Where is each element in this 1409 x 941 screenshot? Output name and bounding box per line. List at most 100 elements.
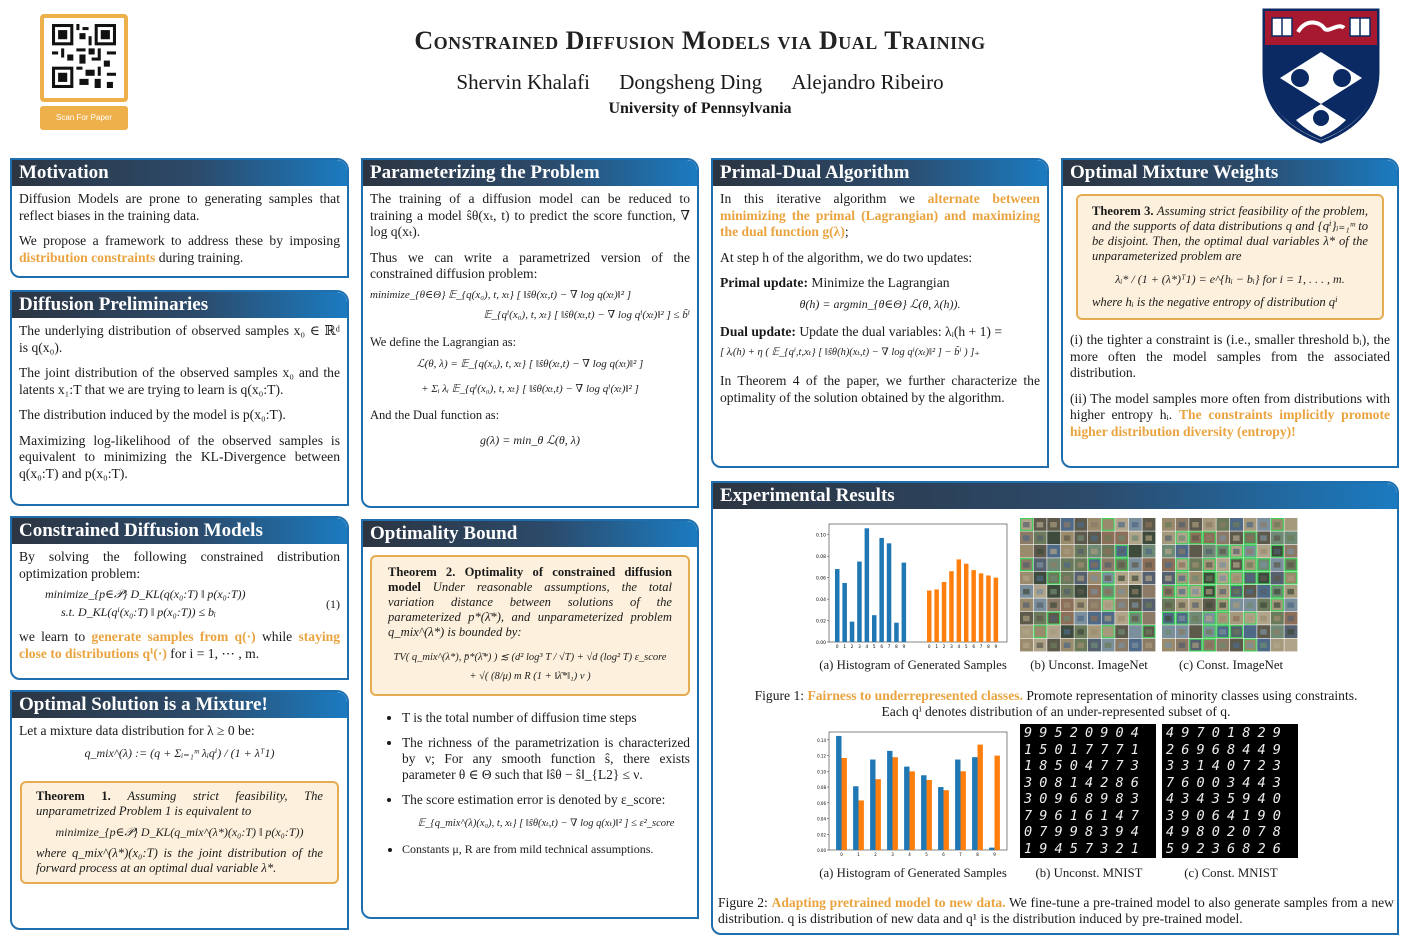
highlight-frame <box>1128 611 1142 625</box>
sample-image-detail <box>1192 575 1199 581</box>
sample-image-detail <box>1246 575 1254 581</box>
sample-image-detail <box>1050 615 1057 622</box>
sample-image-detail <box>1260 615 1267 622</box>
mnist-row: 3 3 1 4 0 7 2 3 <box>1166 758 1281 774</box>
constrained-models-panel: Constrained Diffusion Models By solving … <box>10 516 349 680</box>
sample-image-detail <box>1233 522 1240 528</box>
sample-image-detail <box>1205 615 1213 622</box>
mnist-row: 4 9 8 0 2 0 7 8 <box>1166 824 1281 840</box>
mnist-row: 1 8 5 0 4 7 7 3 <box>1024 758 1139 774</box>
sample-image-detail <box>1205 522 1213 528</box>
sample-image-detail <box>1233 589 1240 595</box>
bar <box>989 847 995 850</box>
highlight-frame <box>1101 598 1115 612</box>
sample-image-detail <box>1118 629 1125 635</box>
sample-image-detail <box>1118 615 1125 622</box>
sample-image-detail <box>1287 629 1294 635</box>
bar <box>849 621 855 642</box>
sample-image-detail <box>1104 535 1112 541</box>
bar <box>934 589 939 642</box>
sample-image-detail <box>1178 642 1186 648</box>
bar <box>841 757 847 850</box>
sample-image-detail <box>1050 575 1057 581</box>
sample-image-detail <box>1131 615 1139 622</box>
highlight-frame <box>1020 518 1034 531</box>
sample-image-detail <box>1233 642 1240 648</box>
panel-title: Motivation <box>12 160 347 186</box>
affiliation: University of Pennsylvania <box>608 100 792 117</box>
bar <box>977 744 983 850</box>
equation: minimize_{θ∈Θ} 𝔼_{q(x₀), t, xₜ} [ ‖ŝθ(xₜ… <box>370 288 632 301</box>
bar <box>894 622 899 642</box>
equation: minimize_{p∈𝒫} D_KL(q_mix^(λ*)(x₀:T) ‖ p… <box>55 825 304 839</box>
sample-image-detail <box>1260 548 1267 555</box>
imagenet-histogram-chart: 0.000.020.040.060.080.100 1 2 3 4 5 6 7 8 9 0 1 2 3 4 5… <box>809 518 1011 654</box>
highlight-frame <box>1257 558 1271 572</box>
highlight-frame <box>1189 584 1203 598</box>
highlight-frame <box>1202 638 1216 652</box>
sample-image-detail <box>1077 602 1084 608</box>
paragraph: At step h of the algorithm, we do two up… <box>720 249 973 265</box>
x-tick-label: 1 <box>843 644 846 649</box>
sample-image-detail <box>1287 589 1294 595</box>
sample-image-detail <box>1273 642 1281 648</box>
sample-image-detail <box>1131 522 1139 528</box>
qr-code[interactable] <box>40 14 128 102</box>
bar <box>879 537 884 642</box>
sample-image-detail <box>1091 642 1098 648</box>
sample-image-detail <box>1260 522 1267 528</box>
highlight-frame <box>1115 544 1129 558</box>
sample-image-detail <box>1178 602 1186 608</box>
sample-image-detail <box>1023 615 1030 622</box>
sample-image-detail <box>1091 535 1098 541</box>
sample-image-detail <box>1260 535 1267 541</box>
theorem-text: Under reasonable assumptions, the total … <box>388 580 672 639</box>
sample-image-detail <box>1091 589 1098 595</box>
mnist-row: 5 9 2 3 6 8 2 6 <box>1166 840 1281 857</box>
x-tick-label: 7 <box>980 644 983 649</box>
highlight-frame <box>1270 598 1284 612</box>
sample-image-detail <box>1165 522 1172 528</box>
sample-image-detail <box>1233 548 1240 555</box>
sample-image-detail <box>1118 535 1125 541</box>
bar <box>887 750 893 850</box>
sample-image-detail <box>1118 548 1125 555</box>
x-tick-label: 4 <box>866 644 869 649</box>
sample-image-detail <box>1287 602 1294 608</box>
sample-image-detail <box>1219 522 1226 528</box>
highlight-frame <box>1243 544 1257 558</box>
highlight-frame <box>1216 544 1230 558</box>
x-tick-label: 1 <box>857 852 860 857</box>
scan-for-paper-button[interactable]: Scan For Paper <box>40 106 128 130</box>
sample-image-detail <box>1165 602 1172 608</box>
sample-image-detail <box>1050 562 1057 568</box>
sample-image-detail <box>1219 589 1226 595</box>
sample-image-detail <box>1145 535 1152 541</box>
highlight-frame <box>1101 571 1115 585</box>
sample-image-detail <box>1023 562 1030 568</box>
sample-image-detail <box>1233 562 1240 568</box>
sample-image-detail <box>1036 562 1044 568</box>
y-tick-label: 0.10 <box>817 769 826 774</box>
sample-image-detail <box>1145 589 1152 595</box>
highlight-frame <box>1270 544 1284 558</box>
sample-image-detail <box>1287 615 1294 622</box>
sample-image-detail <box>1287 535 1294 541</box>
highlight-frame <box>1243 571 1257 585</box>
sample-image-detail <box>1131 642 1139 648</box>
highlight-frame <box>1142 625 1156 639</box>
sample-image-detail <box>1233 629 1240 635</box>
x-tick-label: 2 <box>851 644 854 649</box>
sample-image-detail <box>1104 522 1112 528</box>
x-tick-label: 7 <box>888 644 891 649</box>
sample-image-detail <box>1260 602 1267 608</box>
bullet-list: T is the total number of diffusion time … <box>402 710 690 857</box>
sample-image-detail <box>1287 642 1294 648</box>
sample-image-detail <box>1192 642 1199 648</box>
bar <box>892 757 898 850</box>
sample-image-detail <box>1036 602 1044 608</box>
paragraph: In this iterative algorithm we alternate… <box>720 191 1040 239</box>
highlight-frame <box>1257 571 1271 585</box>
sample-image-detail <box>1219 535 1226 541</box>
highlight-frame <box>1270 584 1284 598</box>
